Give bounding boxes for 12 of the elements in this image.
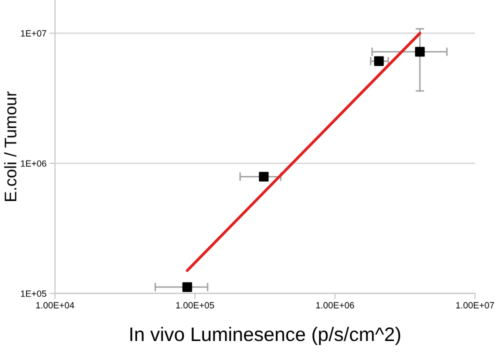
y-tick-label: 1E+06 (21, 160, 46, 167)
point (415, 46, 425, 57)
y-axis-title: E.coli / Tumour (4, 91, 16, 201)
y-tick-label: 1E+07 (21, 30, 46, 37)
x-axis-title: In vivo Luminesence (p/s/cm^2) (130, 326, 400, 346)
x-tick-label: 1.00E+05 (176, 302, 214, 308)
x-tick-label: 1.00E+06 (316, 302, 354, 308)
point (258, 172, 269, 182)
y-tick-label: 1E+05 (21, 290, 46, 297)
x-tick-label: 1.00E+04 (36, 302, 74, 308)
point (182, 282, 192, 292)
x-tick-label: 1.00E+07 (456, 302, 494, 308)
